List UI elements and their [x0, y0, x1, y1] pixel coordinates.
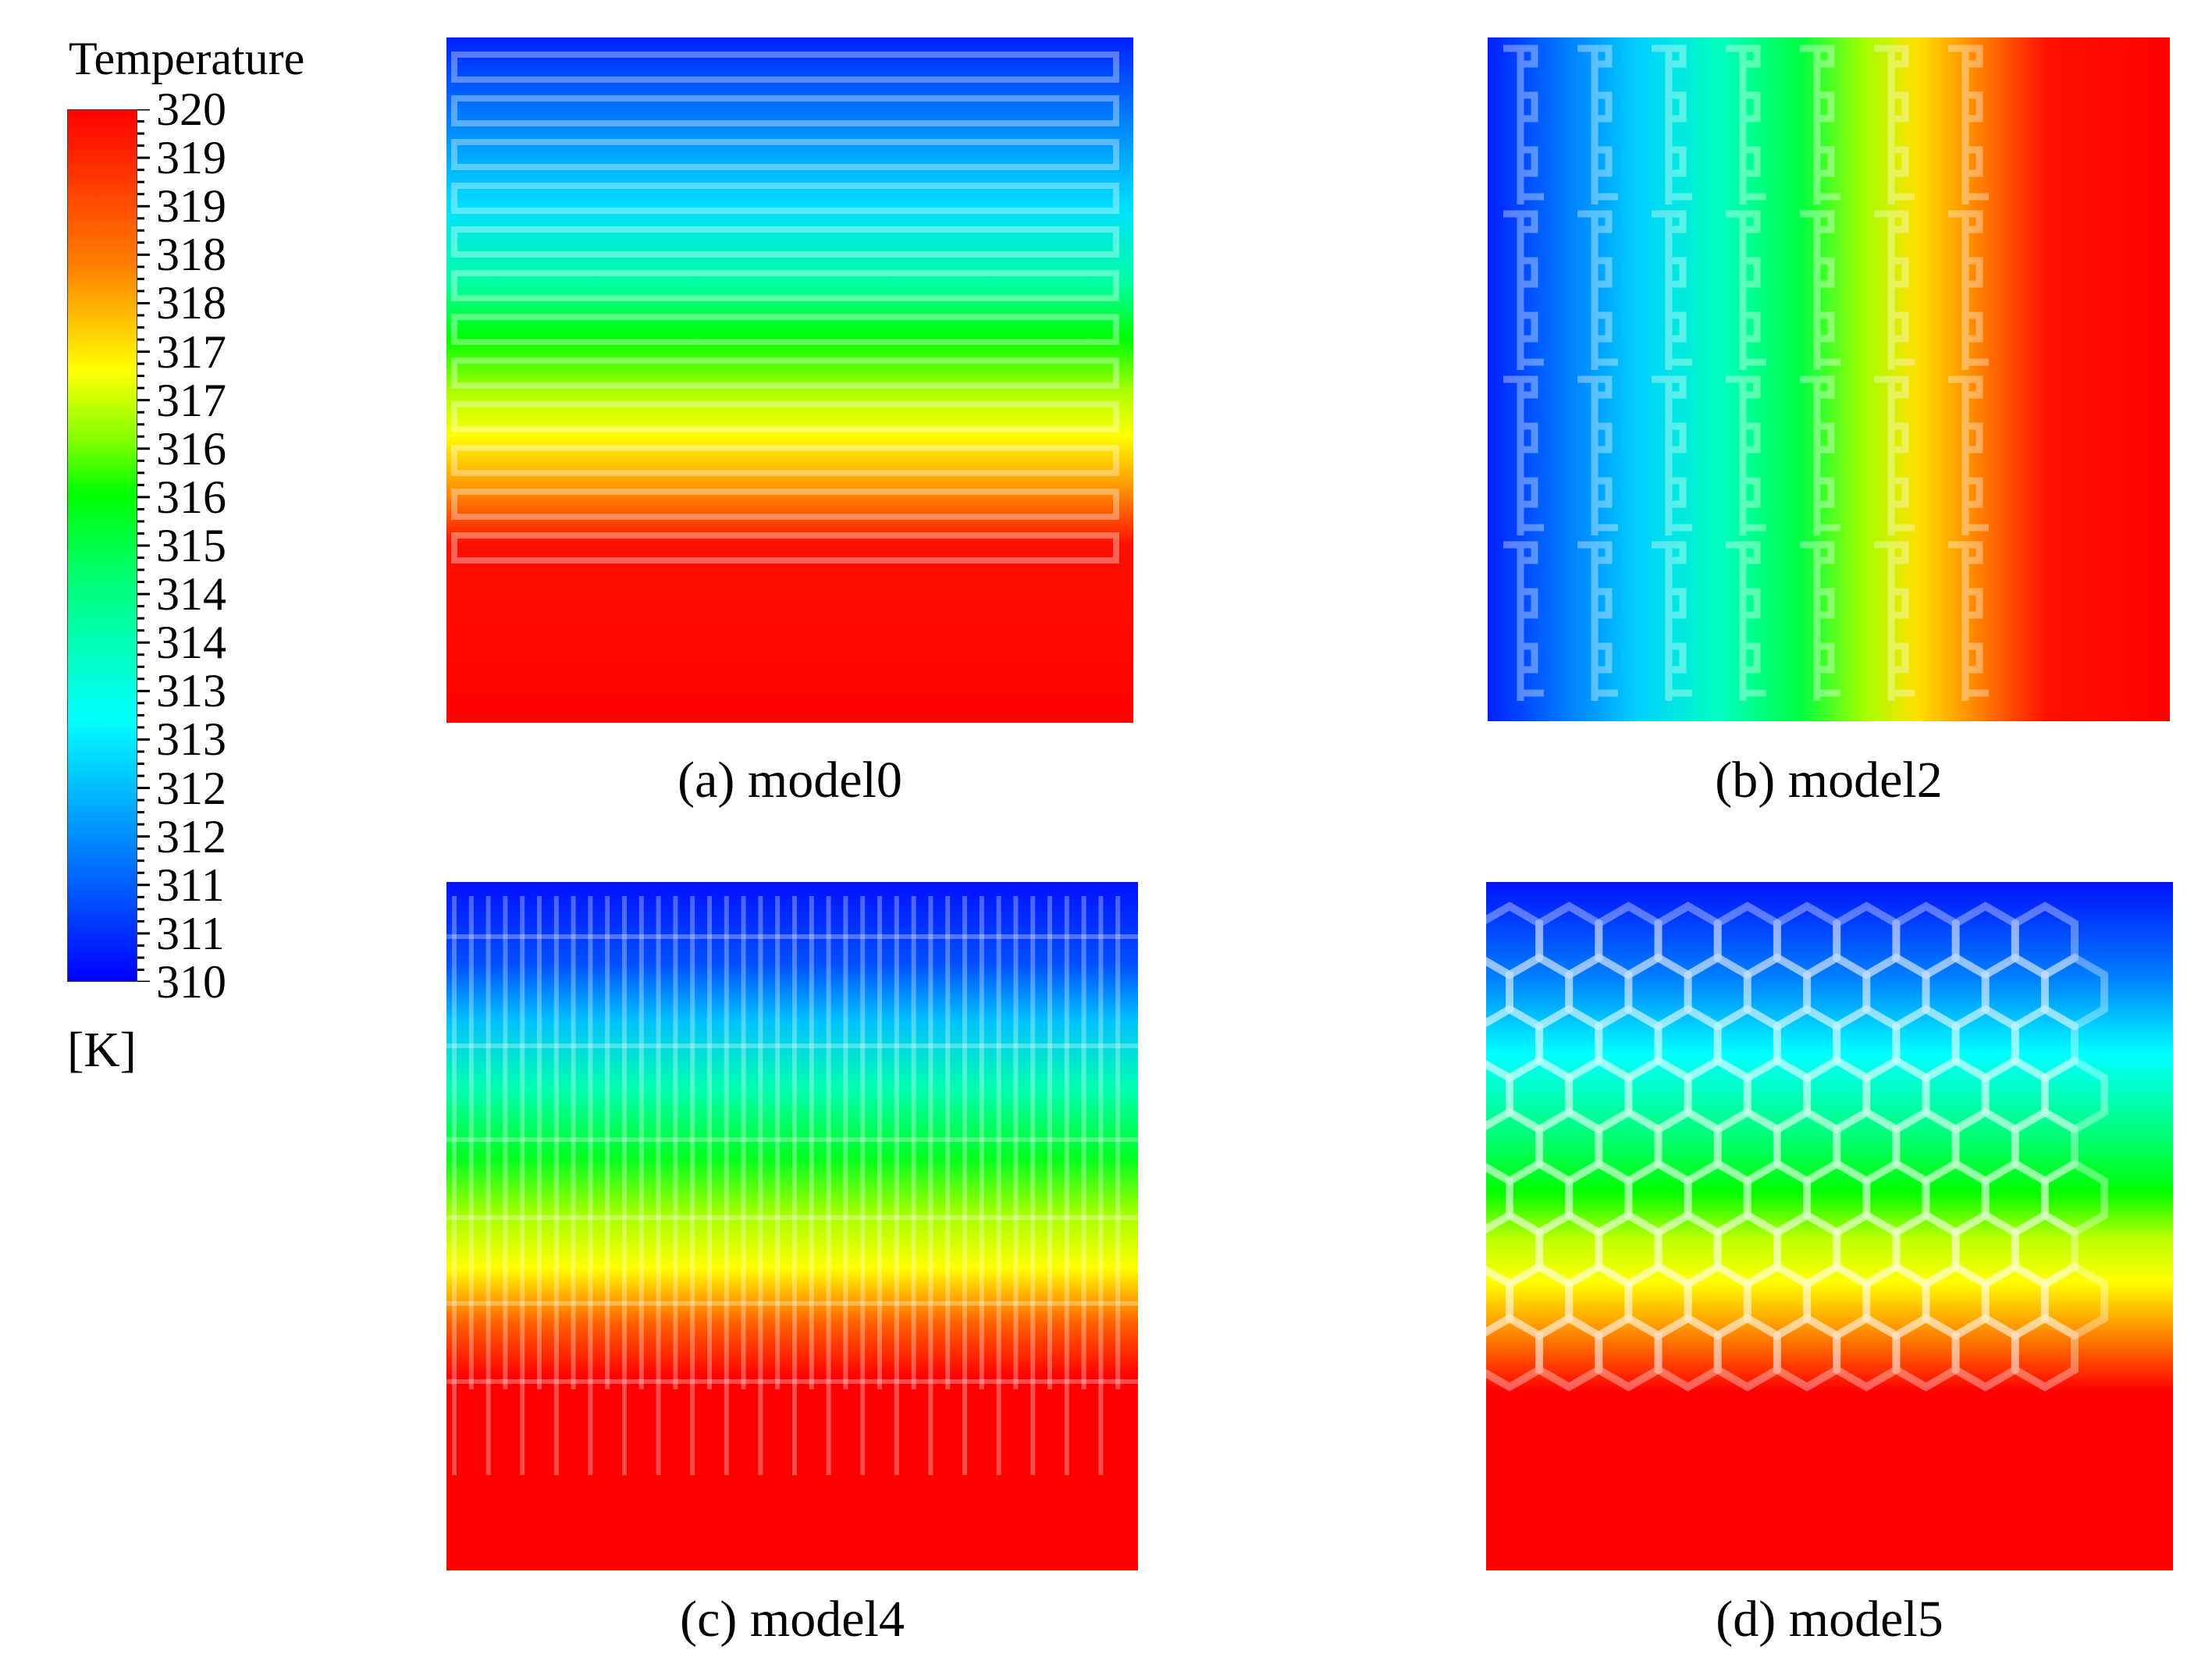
- colorbar-tick-label: 318: [156, 229, 226, 281]
- caption-d: (d) model5: [1716, 1591, 1944, 1648]
- colorbar-tick-label: 319: [156, 180, 226, 233]
- panel-c-model4: [446, 882, 1138, 1570]
- colorbar-tick-label: 310: [156, 956, 226, 1008]
- colorbar-tick-label: 311: [156, 907, 225, 959]
- colorbar-tick-label: 318: [156, 277, 226, 329]
- colorbar-tick-label: 313: [156, 665, 226, 717]
- colorbar-tick-label: 319: [156, 132, 226, 184]
- panel-a-model0: [446, 37, 1133, 723]
- caption-a: (a) model0: [677, 752, 902, 809]
- colorbar-tick-label: 317: [156, 374, 226, 426]
- legend-title: Temperature: [69, 33, 305, 84]
- colorbar-tick-label: 316: [156, 422, 226, 475]
- colorbar-tick-label: 313: [156, 713, 226, 766]
- colorbar-tick-label: 312: [156, 810, 226, 862]
- colorbar-tick-label: 314: [156, 568, 226, 621]
- colorbar-tick-label: 315: [156, 520, 226, 571]
- caption-c: (c) model4: [680, 1591, 905, 1648]
- colorbar-tick-label: 314: [156, 617, 226, 669]
- caption-b: (b) model2: [1715, 752, 1943, 809]
- colorbar-tick-label: 320: [156, 84, 226, 135]
- panel-b-model2: [1488, 37, 2170, 721]
- colorbar-tick-label: 316: [156, 471, 226, 523]
- colorbar-tick-label: 317: [156, 325, 226, 378]
- colorbar-tick-label: 312: [156, 762, 226, 814]
- panel-d-model5: [1486, 882, 2173, 1570]
- colorbar-ticks: [137, 109, 150, 982]
- colorbar-tick-label: 311: [156, 859, 225, 911]
- temperature-colorbar: [67, 109, 137, 982]
- legend-unit: [K]: [67, 1022, 137, 1077]
